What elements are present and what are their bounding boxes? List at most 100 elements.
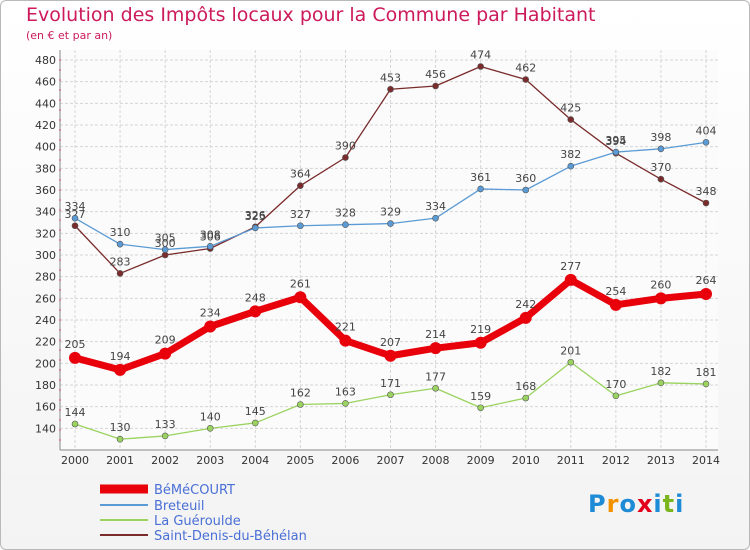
data-point: [116, 240, 124, 248]
data-label: 334: [425, 200, 446, 213]
y-tick-label: 260: [35, 292, 56, 305]
legend-label: La Guéroulde: [154, 514, 241, 529]
data-point: [161, 251, 169, 259]
data-label: 162: [290, 387, 311, 400]
data-label: 382: [560, 148, 581, 161]
data-label: 456: [425, 68, 446, 81]
y-tick-label: 420: [35, 119, 56, 132]
x-tick-label: 2002: [151, 454, 179, 467]
data-point: [432, 384, 439, 392]
chart-subtitle: (en € et par an): [26, 29, 113, 42]
data-label: 425: [560, 102, 581, 115]
data-point: [114, 363, 127, 376]
data-label: 327: [65, 208, 86, 221]
data-point: [161, 432, 169, 440]
data-point: [387, 85, 394, 93]
data-point: [519, 311, 532, 324]
data-label: 221: [335, 321, 356, 334]
data-label: 130: [110, 421, 131, 434]
data-label: 394: [605, 135, 626, 148]
data-label: 370: [650, 161, 671, 174]
y-tick-label: 200: [35, 357, 56, 370]
data-label: 361: [470, 171, 491, 184]
y-tick-label: 320: [35, 227, 56, 240]
data-label: 390: [335, 140, 356, 153]
data-label: 201: [560, 344, 581, 357]
data-label: 328: [335, 207, 356, 220]
data-point: [71, 214, 79, 222]
data-point: [116, 435, 124, 443]
data-point: [654, 292, 667, 305]
data-label: 133: [155, 418, 176, 431]
data-label: 310: [110, 226, 131, 239]
data-point: [609, 298, 622, 311]
data-label: 163: [335, 385, 356, 398]
data-label: 214: [425, 328, 446, 341]
data-point: [477, 63, 484, 70]
data-point: [702, 380, 710, 388]
x-tick-label: 2003: [196, 454, 224, 467]
data-label: 234: [200, 307, 221, 320]
data-point: [612, 148, 620, 156]
data-label: 140: [200, 410, 221, 423]
data-label: 181: [696, 366, 717, 379]
y-tick-label: 220: [35, 336, 56, 349]
data-label: 308: [200, 228, 221, 241]
data-label: 334: [65, 200, 86, 213]
data-label: 205: [65, 338, 86, 351]
data-label: 260: [650, 278, 671, 291]
data-point: [384, 349, 397, 362]
data-label: 462: [515, 62, 536, 75]
data-point: [477, 404, 484, 412]
data-label: 360: [515, 172, 536, 185]
data-point: [522, 394, 530, 402]
data-label: 182: [650, 365, 671, 378]
proxiti-logo: Proxiti: [588, 490, 685, 518]
data-point: [387, 391, 394, 399]
y-tick-label: 460: [35, 76, 56, 89]
x-tick-label: 2004: [241, 454, 269, 467]
data-label: 209: [155, 334, 176, 347]
data-point: [657, 145, 665, 153]
data-point: [657, 175, 665, 183]
data-point: [702, 139, 710, 146]
data-point: [206, 243, 214, 250]
x-tick-label: 2011: [557, 454, 585, 467]
data-point: [387, 220, 394, 227]
data-label: 264: [696, 274, 717, 287]
data-point: [429, 342, 442, 355]
y-tick-label: 240: [35, 314, 56, 327]
data-label: 326: [245, 209, 266, 222]
data-point: [477, 185, 484, 193]
x-tick-label: 2000: [61, 454, 89, 467]
data-label: 398: [650, 131, 671, 144]
data-label: 194: [110, 350, 131, 363]
y-tick-label: 380: [35, 162, 56, 175]
data-label: 283: [110, 255, 131, 268]
data-point: [204, 320, 217, 333]
y-tick-label: 180: [35, 379, 56, 392]
data-label: 306: [200, 231, 221, 244]
data-point: [564, 273, 577, 286]
y-tick-label: 440: [35, 97, 56, 110]
data-point: [700, 288, 712, 300]
data-point: [297, 222, 304, 230]
data-point: [522, 76, 530, 83]
data-point: [159, 347, 172, 360]
data-point: [251, 419, 259, 427]
data-label: 325: [245, 210, 266, 223]
x-tick-label: 2013: [647, 454, 675, 467]
data-point: [342, 154, 349, 161]
data-label: 300: [155, 237, 176, 250]
data-label: 248: [245, 291, 266, 304]
x-tick-label: 2009: [467, 454, 495, 467]
y-tick-label: 340: [35, 206, 56, 219]
data-point: [342, 221, 349, 228]
data-point: [297, 182, 304, 189]
data-point: [206, 425, 214, 432]
data-point: [294, 291, 307, 304]
legend-label: Saint-Denis-du-Béhélan: [154, 529, 307, 544]
data-point: [567, 358, 575, 366]
data-label: 305: [155, 232, 176, 245]
data-label: 168: [515, 380, 536, 393]
